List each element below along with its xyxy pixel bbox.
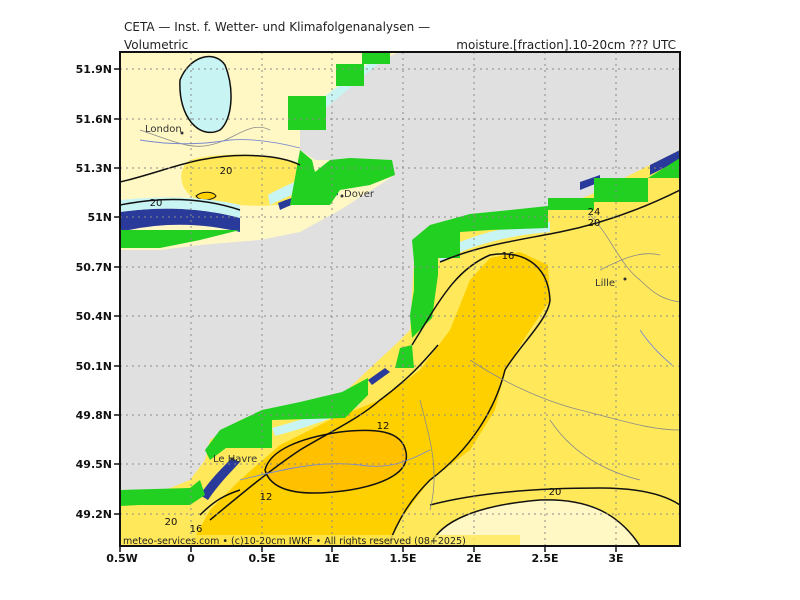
france-pale-zone: [429, 499, 641, 546]
normandy-blue-band: [200, 458, 240, 500]
france-orange-zone: [264, 429, 408, 494]
city-label-london: London: [145, 124, 182, 135]
map-title: CETA — Inst. f. Wetter- und Klimafolgena…: [124, 20, 431, 34]
contour-line-france-coast: [439, 189, 680, 263]
contour-line-france-20: [209, 344, 439, 521]
contour-label: 20: [549, 487, 562, 498]
contour-line-south-20: [429, 487, 680, 506]
french-coast-cyan-band: [438, 222, 550, 262]
contour-label: 20: [150, 198, 163, 209]
lon-tick-label: 0: [187, 552, 195, 565]
contour-label: 12: [377, 421, 390, 432]
region-border-2: [419, 399, 435, 511]
region-border-4: [139, 126, 271, 147]
contour-label: 20: [220, 166, 233, 177]
french-coast-blue-band: [580, 150, 680, 190]
lon-tick-label: 1.5E: [389, 552, 416, 565]
england-cyan-zone: [179, 55, 232, 134]
national-border: [589, 214, 680, 303]
lon-tick-label: 3E: [608, 552, 623, 565]
units-time-label: moisture.[fraction].10-20cm ??? UTC: [456, 38, 676, 52]
contour-line-france-16: [387, 253, 551, 546]
region-border-1: [469, 359, 680, 431]
contour-label: 16: [502, 251, 515, 262]
river-seine: [239, 449, 431, 481]
lat-tick-label: 50.4N: [76, 310, 112, 323]
lat-tick-label: 49.5N: [76, 458, 112, 471]
lat-tick-label: 51.6N: [76, 113, 112, 126]
copyright-credit: meteo-services.com • (c)10-20cm IWKF • A…: [123, 536, 466, 547]
city-label-lille: Lille: [595, 278, 615, 289]
map-frame: [119, 51, 681, 547]
green-coastal-mask: [120, 52, 680, 506]
contour-label: 24: [588, 207, 601, 218]
contour-label: 16: [190, 524, 203, 535]
contour-label: 12: [260, 492, 273, 503]
contour-line-channel-20: [120, 198, 241, 211]
lat-tick-label: 49.2N: [76, 508, 112, 521]
region-border-3: [549, 419, 641, 481]
variable-label: Volumetric: [124, 38, 189, 52]
contour-label: 20: [165, 517, 178, 528]
contour-label: 20: [588, 218, 601, 229]
contour-line-normandy-16: [199, 489, 241, 516]
lon-tick-label: 1E: [324, 552, 339, 565]
city-label-le-havre: Le Havre: [213, 454, 257, 465]
lon-tick-label: 2E: [466, 552, 481, 565]
lon-tick-label: 0.5W: [106, 552, 138, 565]
river-thames: [139, 139, 301, 149]
contour-line-england-20: [120, 154, 301, 183]
region-border-5: [599, 253, 661, 271]
picardy-blue-band: [368, 368, 390, 385]
english-coast-blue-band: [120, 208, 240, 232]
city-label-dover: Dover: [344, 189, 375, 200]
lat-tick-label: 51.9N: [76, 63, 112, 76]
lon-tick-label: 0.5E: [248, 552, 275, 565]
lat-tick-label: 51N: [87, 211, 112, 224]
river-scheldt: [639, 329, 673, 366]
lat-tick-label: 51.3N: [76, 162, 112, 175]
lon-tick-label: 2.5E: [531, 552, 558, 565]
lat-tick-label: 49.8N: [76, 409, 112, 422]
lat-tick-label: 50.1N: [76, 360, 112, 373]
lat-tick-label: 50.7N: [76, 261, 112, 274]
